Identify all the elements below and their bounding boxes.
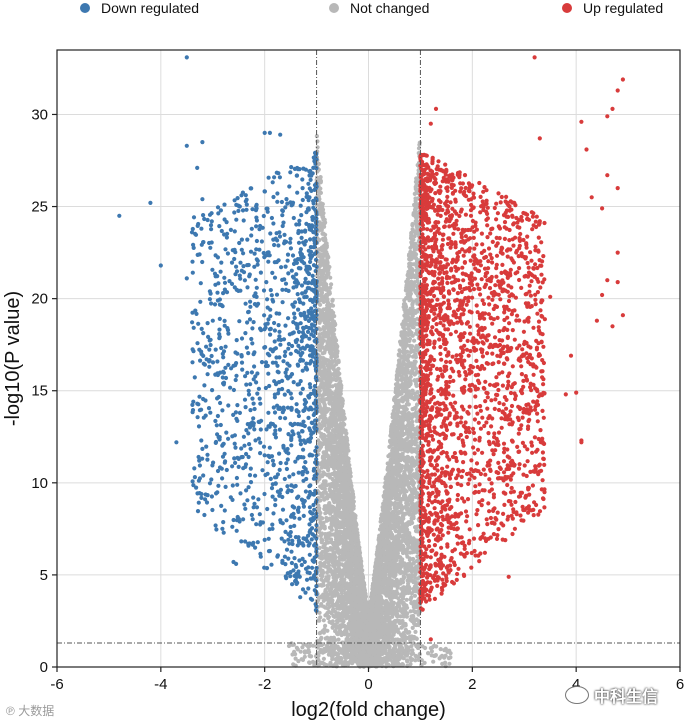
point-not-changed — [415, 390, 420, 395]
point-not-changed — [410, 648, 415, 653]
point-not-changed — [398, 638, 403, 643]
point-not-changed — [330, 619, 335, 624]
legend-marker-up — [562, 3, 572, 13]
point-not-changed — [326, 563, 332, 568]
point-not-changed — [412, 202, 417, 207]
point-not-changed — [322, 486, 327, 491]
point-not-changed — [317, 610, 322, 615]
point-not-changed-group — [286, 134, 453, 669]
point-not-changed — [401, 614, 406, 619]
point-not-changed — [410, 625, 415, 631]
point-not-changed — [319, 635, 324, 640]
point-not-changed — [404, 549, 409, 554]
point-not-changed — [321, 470, 326, 475]
point-not-changed — [395, 378, 400, 383]
point-not-changed — [322, 524, 327, 529]
legend-marker-not-changed — [329, 3, 339, 13]
point-not-changed — [410, 478, 415, 484]
point-not-changed — [396, 363, 401, 368]
point-not-changed — [324, 344, 330, 350]
point-not-changed — [353, 516, 358, 521]
point-not-changed — [325, 628, 330, 633]
point-not-changed — [414, 525, 419, 530]
point-not-changed — [337, 540, 342, 545]
point-not-changed — [328, 525, 333, 530]
legend-label-up: Up regulated — [583, 0, 664, 16]
point-not-changed — [411, 514, 416, 519]
point-not-changed — [410, 419, 415, 424]
legend-marker-down — [80, 3, 90, 13]
point-not-changed — [386, 454, 391, 459]
point-not-changed — [329, 355, 334, 360]
point-not-changed — [407, 556, 412, 561]
point-not-changed — [412, 338, 417, 343]
point-not-changed — [318, 190, 323, 195]
point-not-changed — [410, 388, 415, 393]
point-not-changed — [329, 282, 334, 287]
point-not-changed — [404, 279, 409, 284]
point-not-changed — [415, 279, 420, 284]
point-not-changed — [341, 588, 346, 593]
point-not-changed — [400, 514, 405, 519]
point-not-changed — [411, 586, 416, 591]
point-not-changed — [403, 288, 408, 293]
point-not-changed — [321, 618, 326, 623]
point-not-changed — [407, 512, 412, 517]
legend-item-down[interactable]: Down regulated — [80, 0, 199, 16]
point-not-changed — [341, 619, 346, 624]
point-not-changed — [417, 610, 422, 615]
point-not-changed — [330, 607, 336, 613]
point-not-changed — [330, 477, 335, 482]
point-not-changed — [404, 437, 409, 442]
point-not-changed — [413, 209, 418, 214]
point-not-changed — [412, 593, 418, 598]
point-not-changed — [408, 374, 413, 379]
point-not-changed — [391, 559, 396, 564]
point-not-changed — [410, 550, 415, 555]
point-not-changed — [321, 325, 326, 330]
point-not-changed — [413, 572, 418, 577]
point-not-changed — [336, 366, 341, 371]
point-not-changed — [412, 234, 417, 239]
legend-label-down: Down regulated — [101, 0, 200, 16]
point-not-changed — [329, 532, 334, 537]
point-not-changed — [318, 533, 323, 539]
point-not-changed — [323, 623, 328, 629]
point-not-changed — [398, 569, 403, 574]
legend-item-up[interactable]: Up regulated — [562, 0, 663, 16]
point-not-changed — [412, 486, 417, 491]
point-not-changed — [319, 583, 324, 588]
point-not-changed — [404, 597, 409, 602]
point-not-changed — [383, 572, 388, 577]
point-not-changed — [328, 275, 333, 280]
legend-item-not-changed[interactable]: Not changed — [329, 0, 429, 16]
point-not-changed — [393, 419, 398, 424]
legend-label-not-changed: Not changed — [350, 0, 430, 16]
point-not-changed — [396, 419, 401, 424]
point-not-changed — [325, 517, 330, 523]
point-not-changed — [321, 231, 326, 236]
point-not-changed — [332, 470, 337, 475]
legend: Down regulated Not changed Up regulated — [0, 0, 685, 20]
point-not-changed — [321, 520, 326, 525]
point-not-changed — [320, 381, 325, 386]
point-not-changed — [327, 610, 332, 615]
point-not-changed — [396, 436, 401, 441]
